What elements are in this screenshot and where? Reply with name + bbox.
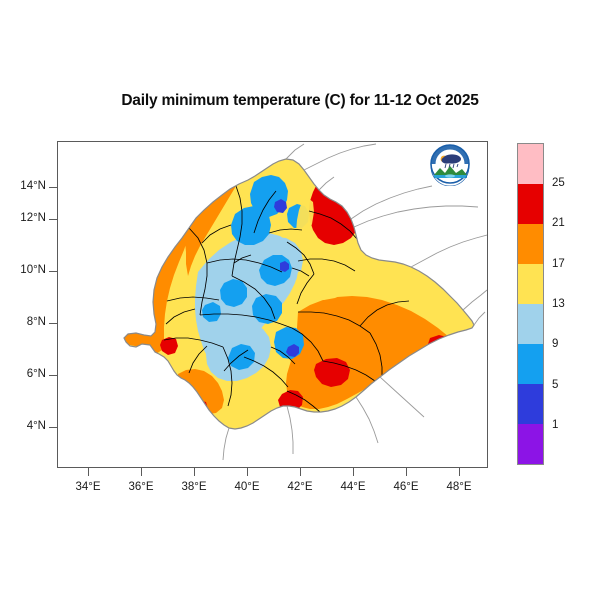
colorbar-band-above-25 [518, 144, 543, 184]
colorbar-label-13: 13 [552, 298, 565, 310]
x-tick-mark [88, 468, 90, 476]
x-tick-label-40e: 40°E [234, 481, 260, 493]
ethiopia-temperature-contour-map [123, 143, 487, 461]
x-tick-label-42e: 42°E [287, 481, 313, 493]
x-tick-mark [141, 468, 143, 476]
x-tick-mark [300, 468, 302, 476]
y-tick-label-8n: 8°N [26, 316, 46, 328]
x-tick-mark [353, 468, 355, 476]
temperature-colorbar [517, 143, 544, 465]
colorbar-label-1: 1 [552, 419, 559, 431]
y-tick-mark [49, 187, 57, 189]
y-tick-label-6n: 6°N [26, 368, 46, 380]
page-title: Daily minimum temperature (C) for 11-12 … [121, 92, 479, 109]
temperature-contour-fills [124, 159, 474, 429]
y-tick-label-14n: 14°N [20, 180, 46, 192]
colorbar-band-13-17 [518, 264, 543, 304]
y-tick-mark [49, 375, 57, 377]
map-plot-area [57, 141, 488, 468]
x-tick-label-44e: 44°E [340, 481, 366, 493]
x-tick-label-46e: 46°E [393, 481, 419, 493]
neighbouring-country-borders [222, 143, 487, 461]
y-tick-label-12n: 12°N [20, 212, 46, 224]
colorbar-label-9: 9 [552, 338, 559, 350]
x-tick-mark [194, 468, 196, 476]
y-tick-mark [49, 323, 57, 325]
colorbar-band-1-5 [518, 384, 543, 424]
colorbar-band-5-9 [518, 344, 543, 384]
colorbar-label-17: 17 [552, 258, 565, 270]
y-tick-mark [49, 271, 57, 273]
x-tick-label-38e: 38°E [181, 481, 207, 493]
x-tick-label-36e: 36°E [128, 481, 154, 493]
colorbar-band-17-21 [518, 224, 543, 264]
colorbar-band-below-1 [518, 424, 543, 464]
x-tick-mark [406, 468, 408, 476]
colorbar-band-9-13 [518, 304, 543, 344]
x-tick-mark [459, 468, 461, 476]
y-tick-mark [49, 427, 57, 429]
country-border-ethiopia [123, 158, 475, 430]
colorbar-label-5: 5 [552, 379, 559, 391]
y-tick-label-4n: 4°N [26, 420, 46, 432]
x-tick-mark [247, 468, 249, 476]
ethiopian-meteorology-institute-logo [430, 144, 470, 186]
colorbar-band-21-25 [518, 184, 543, 224]
colorbar-label-25: 25 [552, 177, 565, 189]
administrative-boundaries [163, 185, 410, 413]
x-tick-label-34e: 34°E [75, 481, 101, 493]
y-tick-label-10n: 10°N [20, 264, 46, 276]
colorbar-label-21: 21 [552, 217, 565, 229]
x-tick-label-48e: 48°E [446, 481, 472, 493]
y-tick-mark [49, 219, 57, 221]
